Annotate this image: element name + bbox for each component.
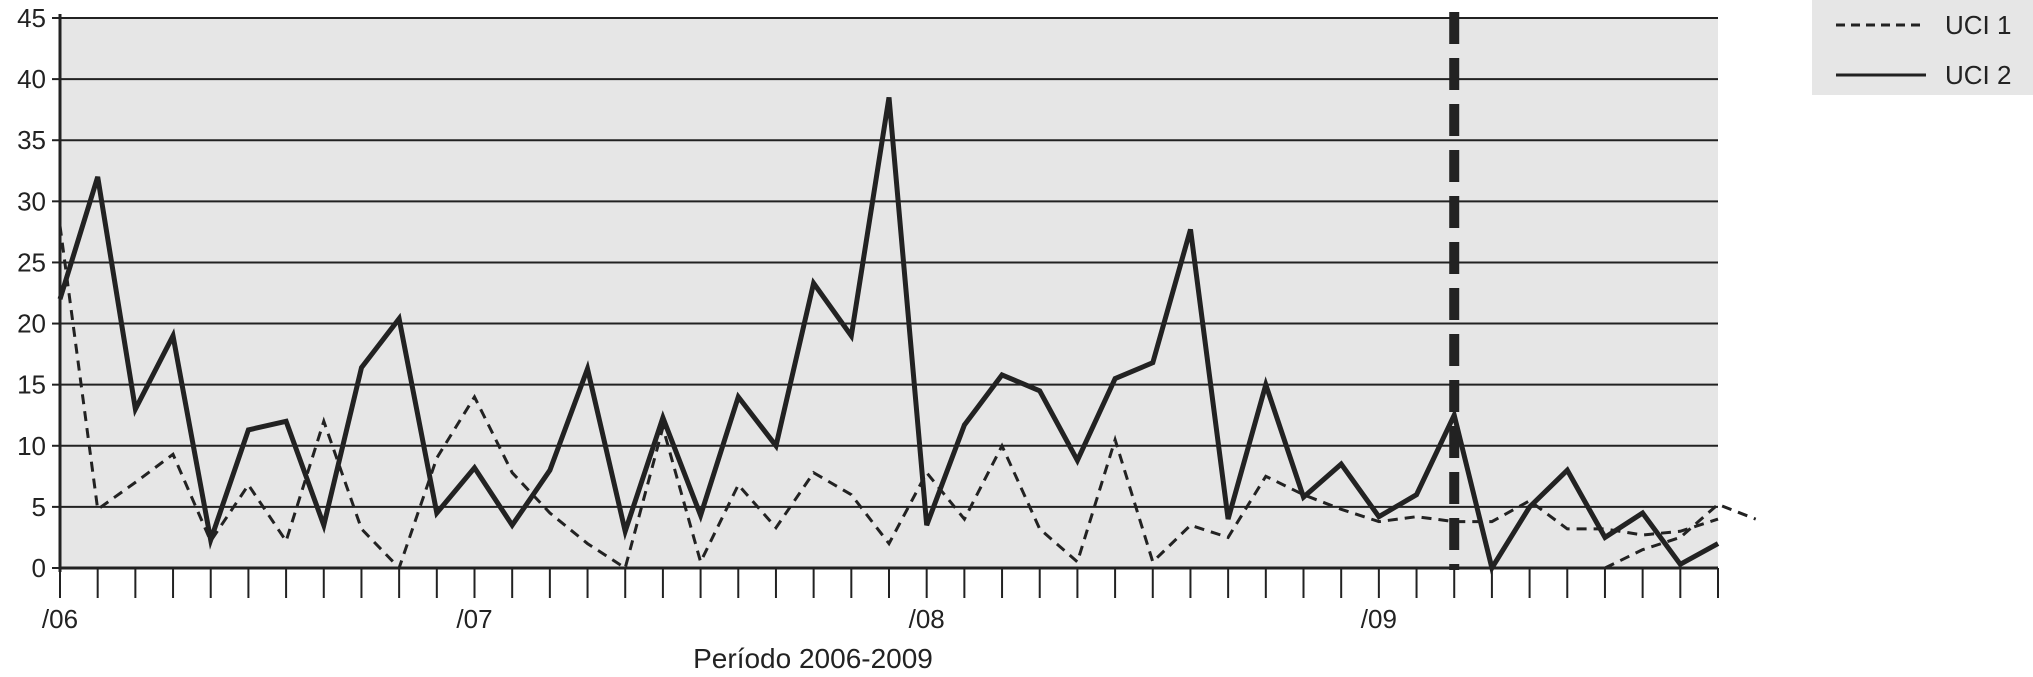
gridlines xyxy=(60,17,1718,508)
x-axis-title: Período 2006-2009 xyxy=(693,643,933,674)
y-tick-label: 15 xyxy=(17,370,46,400)
y-tick-label: 0 xyxy=(32,553,46,583)
x-period-label: /09 xyxy=(1361,604,1397,634)
x-period-label: /06 xyxy=(42,604,78,634)
legend: UCI 1 UCI 2 xyxy=(1812,0,2033,95)
y-tick-label: 45 xyxy=(17,3,46,33)
y-tick-label: 40 xyxy=(17,64,46,94)
series-line-uci-1-1 xyxy=(1604,502,1757,570)
x-period-labels: /06/07/08/09 xyxy=(42,604,1397,634)
legend-label-uci-1: UCI 1 xyxy=(1945,10,2011,40)
legend-background xyxy=(1812,0,2033,95)
x-period-label: /07 xyxy=(456,604,492,634)
legend-label-uci-2: UCI 2 xyxy=(1945,60,2011,90)
series-line-uci-2-2 xyxy=(57,97,1720,575)
y-tick-label: 30 xyxy=(17,186,46,216)
x-period-label: /08 xyxy=(909,604,945,634)
y-tick-label: 25 xyxy=(17,247,46,277)
series-group xyxy=(57,97,1757,575)
series-line-uci-1-0 xyxy=(58,225,1719,571)
y-tick-label: 10 xyxy=(17,431,46,461)
y-tick-label: 5 xyxy=(32,492,46,522)
y-axis-ticks: 0 5 10 15 20 25 30 35 40 45 xyxy=(17,3,60,583)
y-tick-label: 20 xyxy=(17,309,46,339)
y-tick-label: 35 xyxy=(17,125,46,155)
x-axis-ticks xyxy=(59,568,1719,598)
